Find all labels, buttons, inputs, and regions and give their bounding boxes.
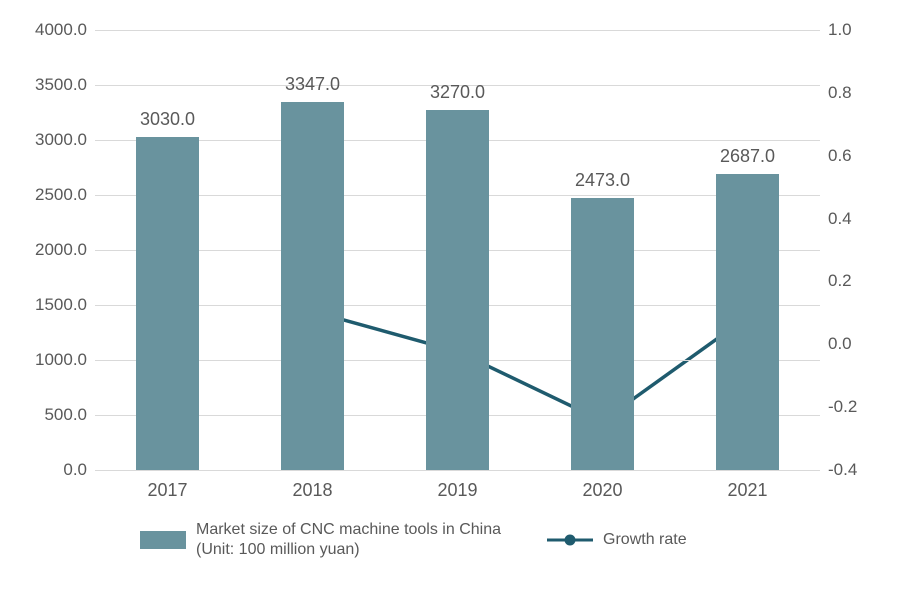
growth-line — [313, 311, 748, 421]
y-right-tick-label: 1.0 — [820, 20, 852, 40]
y-right-tick-label: 0.0 — [820, 334, 852, 354]
y-left-tick-label: 0.0 — [63, 460, 95, 480]
legend: Market size of CNC machine tools in Chin… — [140, 520, 687, 560]
legend-label-growth-rate: Growth rate — [603, 530, 687, 550]
x-tick-label: 2017 — [147, 470, 187, 501]
legend-swatch-bar — [140, 531, 186, 549]
y-left-tick-label: 3000.0 — [35, 130, 95, 150]
plot-area: 0.0500.01000.01500.02000.02500.03000.035… — [95, 30, 820, 470]
bar: 3030.0 — [136, 137, 198, 470]
y-right-tick-label: -0.4 — [820, 460, 857, 480]
bar-value-label: 3270.0 — [430, 82, 485, 103]
y-right-tick-label: -0.2 — [820, 397, 857, 417]
x-tick-label: 2020 — [582, 470, 622, 501]
y-left-tick-label: 3500.0 — [35, 75, 95, 95]
y-left-tick-label: 500.0 — [44, 405, 95, 425]
chart-container: 0.0 500.0 1000.0 1500.0 2000.0 2500.0 3000.0 35… — [0, 0, 900, 600]
y-right-tick-label: 0.8 — [820, 83, 852, 103]
legend-item-market-size: Market size of CNC machine tools in Chin… — [140, 520, 501, 560]
bar: 3270.0 — [426, 110, 488, 470]
bar-value-label: 2473.0 — [575, 170, 630, 191]
x-tick-label: 2018 — [292, 470, 332, 501]
x-tick-label: 2021 — [727, 470, 767, 501]
y-right-tick-label: 0.4 — [820, 209, 852, 229]
bar-value-label: 3347.0 — [285, 74, 340, 95]
y-right-tick-label: 0.2 — [820, 271, 852, 291]
bar: 3347.0 — [281, 102, 343, 470]
legend-label-market-size: Market size of CNC machine tools in Chin… — [196, 520, 501, 560]
y-right-tick-label: 0.6 — [820, 146, 852, 166]
y-left-tick-label: 2000.0 — [35, 240, 95, 260]
bar: 2473.0 — [571, 198, 633, 470]
bar-value-label: 2687.0 — [720, 146, 775, 167]
bar-value-label: 3030.0 — [140, 109, 195, 130]
gridline — [95, 30, 820, 31]
legend-item-growth-rate: Growth rate — [547, 530, 687, 550]
y-left-tick-label: 1500.0 — [35, 295, 95, 315]
x-tick-label: 2019 — [437, 470, 477, 501]
bar: 2687.0 — [716, 174, 778, 470]
y-left-tick-label: 1000.0 — [35, 350, 95, 370]
legend-swatch-line — [547, 531, 593, 549]
y-left-tick-label: 2500.0 — [35, 185, 95, 205]
y-left-tick-label: 4000.0 — [35, 20, 95, 40]
